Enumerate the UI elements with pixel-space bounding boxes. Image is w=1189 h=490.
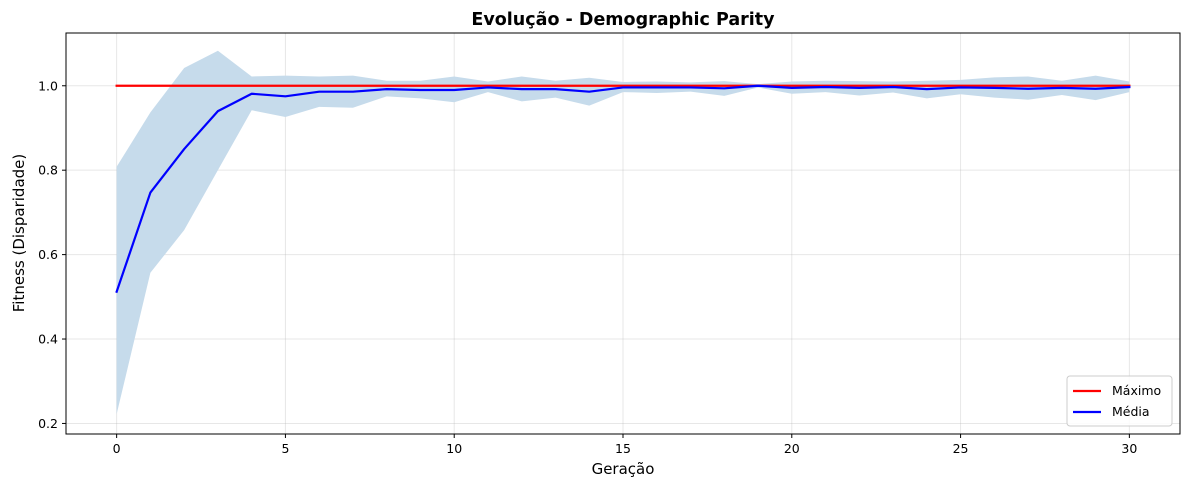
x-tick-label: 25 (953, 441, 969, 456)
x-tick-label: 15 (615, 441, 631, 456)
std-band (116, 50, 1130, 415)
series-lines (115, 84, 1131, 294)
y-tick-label: 0.6 (38, 247, 58, 262)
x-axis-ticks: 0 5 10 15 20 25 30 (113, 434, 1137, 456)
series-line-media (115, 84, 1131, 294)
x-tick-label: 20 (784, 441, 800, 456)
y-axis-ticks: 0.2 0.4 0.6 0.8 1.0 (38, 78, 66, 431)
y-tick-label: 0.8 (38, 163, 58, 178)
x-tick-label: 0 (113, 441, 121, 456)
x-axis-title: Geração (592, 460, 655, 478)
legend-label-maximo: Máximo (1112, 383, 1161, 398)
chart-title: Evolução - Demographic Parity (471, 10, 775, 30)
y-tick-label: 0.4 (38, 332, 58, 347)
y-tick-label: 1.0 (38, 78, 58, 93)
std-band-layer (116, 50, 1130, 415)
y-tick-label: 0.2 (38, 416, 58, 431)
x-tick-label: 10 (446, 441, 462, 456)
y-axis-title: Fitness (Disparidade) (10, 154, 28, 312)
legend-label-media: Média (1112, 404, 1150, 419)
legend-frame (1066, 375, 1173, 427)
x-tick-label: 5 (281, 441, 289, 456)
legend: Máximo Média (1066, 375, 1173, 427)
x-tick-label: 30 (1121, 441, 1137, 456)
